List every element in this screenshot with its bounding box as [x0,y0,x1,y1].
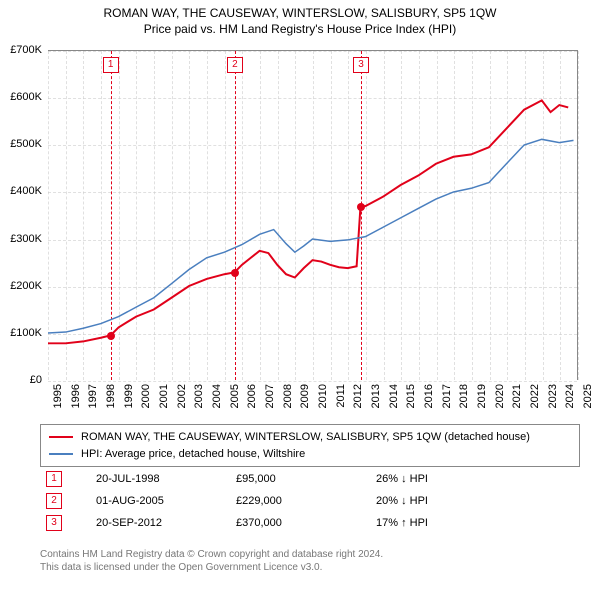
x-axis-tick-label: 1997 [87,384,99,408]
event-date: 01-AUG-2005 [90,490,230,512]
legend-swatch-price-paid [49,436,73,438]
x-axis-tick-label: 2017 [441,384,453,408]
title-block: ROMAN WAY, THE CAUSEWAY, WINTERSLOW, SAL… [0,0,600,37]
event-date: 20-JUL-1998 [90,468,230,490]
x-axis-tick-label: 2019 [476,384,488,408]
x-axis-tick-label: 2013 [370,384,382,408]
x-axis-tick-label: 2011 [335,384,347,408]
y-axis-tick-label: £0 [30,374,42,386]
title-line-2: Price paid vs. HM Land Registry's House … [0,22,600,38]
event-marker-badge-1: 1 [103,57,119,73]
event-row: 2 01-AUG-2005£229,00020% ↓ HPI [40,490,580,512]
event-marker-dot-2 [231,269,239,277]
x-axis-tick-label: 2023 [547,384,559,408]
x-axis-tick-label: 2002 [176,384,188,408]
x-axis-tick-label: 2000 [140,384,152,408]
y-axis-labels: £0£100K£200K£300K£400K£500K£600K£700K [0,50,45,380]
x-axis-tick-label: 2018 [458,384,470,408]
legend-label-hpi: HPI: Average price, detached house, Wilt… [81,446,305,463]
x-axis-tick-label: 2021 [511,384,523,408]
x-axis-tick-label: 2025 [582,384,594,408]
footer-line-1: Contains HM Land Registry data © Crown c… [40,548,383,561]
event-price: £229,000 [230,490,370,512]
event-delta: 26% ↓ HPI [370,468,580,490]
gridline-v [578,51,579,380]
y-axis-tick-label: £100K [10,327,42,339]
x-axis-tick-label: 2020 [494,384,506,408]
chart-plot-area: 1 2 3 [48,50,578,380]
x-axis-tick-label: 2001 [158,384,170,408]
chart-container: ROMAN WAY, THE CAUSEWAY, WINTERSLOW, SAL… [0,0,600,590]
x-axis-tick-label: 2009 [299,384,311,408]
x-axis-labels: 1995 1996 1997 1998 1999 2000 2001 2002 2003 2004… [48,382,578,422]
y-axis-tick-label: £300K [10,233,42,245]
x-axis-tick-label: 1996 [70,384,82,408]
footer-line-2: This data is licensed under the Open Gov… [40,561,383,574]
event-marker-badge-2: 2 [227,57,243,73]
event-badge: 2 [46,493,62,509]
event-price: £370,000 [230,512,370,534]
x-axis-tick-label: 2022 [529,384,541,408]
title-line-1: ROMAN WAY, THE CAUSEWAY, WINTERSLOW, SAL… [0,6,600,22]
legend-row-hpi: HPI: Average price, detached house, Wilt… [49,446,571,463]
x-axis-tick-label: 1999 [123,384,135,408]
x-axis-tick-label: 2016 [423,384,435,408]
legend-swatch-hpi [49,453,73,455]
event-row: 3 20-SEP-2012£370,00017% ↑ HPI [40,512,580,534]
series-line-hpi [48,139,574,333]
legend-row-price-paid: ROMAN WAY, THE CAUSEWAY, WINTERSLOW, SAL… [49,429,571,446]
event-price: £95,000 [230,468,370,490]
events-table: 1 20-JUL-1998£95,00026% ↓ HPI 2 01-AUG-2005… [40,468,580,534]
x-axis-tick-label: 1998 [105,384,117,408]
event-marker-dot-1 [107,332,115,340]
x-axis-tick-label: 2015 [405,384,417,408]
footer-attribution: Contains HM Land Registry data © Crown c… [40,548,383,574]
event-marker-dot-3 [357,203,365,211]
x-axis-tick-label: 2012 [352,384,364,408]
event-marker-badge-3: 3 [353,57,369,73]
x-axis-tick-label: 1995 [52,384,64,408]
y-axis-tick-label: £400K [10,185,42,197]
y-axis-tick-label: £700K [10,44,42,56]
x-axis-tick-label: 2008 [282,384,294,408]
x-axis-tick-label: 2014 [388,384,400,408]
x-axis-tick-label: 2003 [193,384,205,408]
x-axis-tick-label: 2005 [229,384,241,408]
event-delta: 20% ↓ HPI [370,490,580,512]
event-badge: 1 [46,471,62,487]
x-axis-tick-label: 2006 [246,384,258,408]
x-axis-tick-label: 2004 [211,384,223,408]
event-date: 20-SEP-2012 [90,512,230,534]
event-badge: 3 [46,515,62,531]
event-delta: 17% ↑ HPI [370,512,580,534]
event-row: 1 20-JUL-1998£95,00026% ↓ HPI [40,468,580,490]
x-axis-tick-label: 2024 [564,384,576,408]
x-axis-tick-label: 2010 [317,384,329,408]
chart-svg [48,51,577,380]
y-axis-tick-label: £200K [10,280,42,292]
y-axis-tick-label: £600K [10,91,42,103]
series-line-price_paid [48,100,568,343]
x-axis-tick-label: 2007 [264,384,276,408]
y-axis-tick-label: £500K [10,138,42,150]
legend-label-price-paid: ROMAN WAY, THE CAUSEWAY, WINTERSLOW, SAL… [81,429,530,446]
legend-box: ROMAN WAY, THE CAUSEWAY, WINTERSLOW, SAL… [40,424,580,467]
